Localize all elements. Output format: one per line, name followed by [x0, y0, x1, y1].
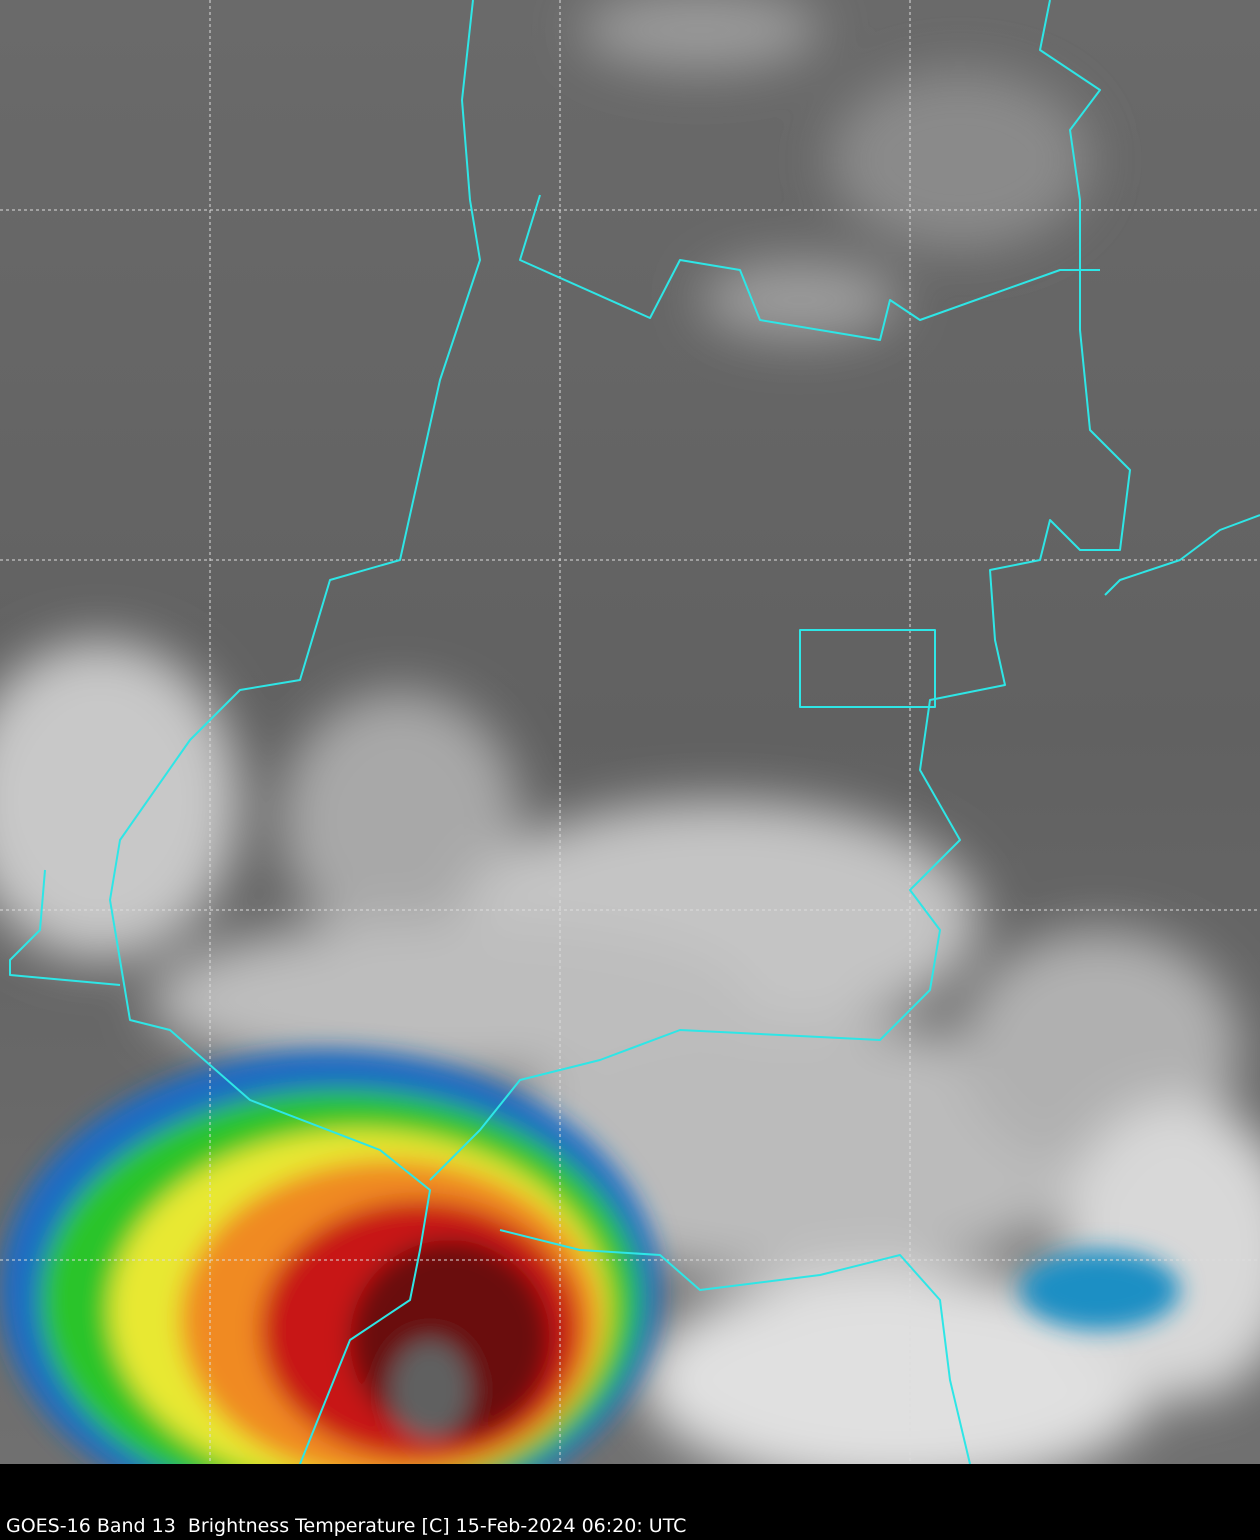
satellite-image	[0, 0, 1260, 1464]
storm-band	[1020, 1250, 1180, 1330]
border	[1104, 514, 1260, 596]
border	[799, 629, 936, 708]
grid	[0, 0, 1260, 1464]
cloud	[700, 260, 900, 340]
cloud	[500, 1020, 1100, 1280]
cloud	[280, 690, 520, 950]
border	[9, 869, 121, 986]
clouds	[0, 0, 1260, 1464]
storm	[0, 1050, 1180, 1464]
border	[499, 1229, 971, 1464]
borders	[9, 0, 1260, 1464]
storm-core	[390, 1340, 470, 1440]
border	[519, 194, 1100, 341]
border	[429, 0, 1131, 1181]
caption: GOES-16 Band 13 Brightness Temperature […	[6, 1515, 687, 1537]
cloud	[580, 0, 820, 70]
cloud	[150, 920, 750, 1080]
cloud	[0, 640, 240, 960]
border	[109, 0, 481, 1464]
cloud	[640, 1270, 1160, 1464]
cloud	[830, 70, 1090, 250]
